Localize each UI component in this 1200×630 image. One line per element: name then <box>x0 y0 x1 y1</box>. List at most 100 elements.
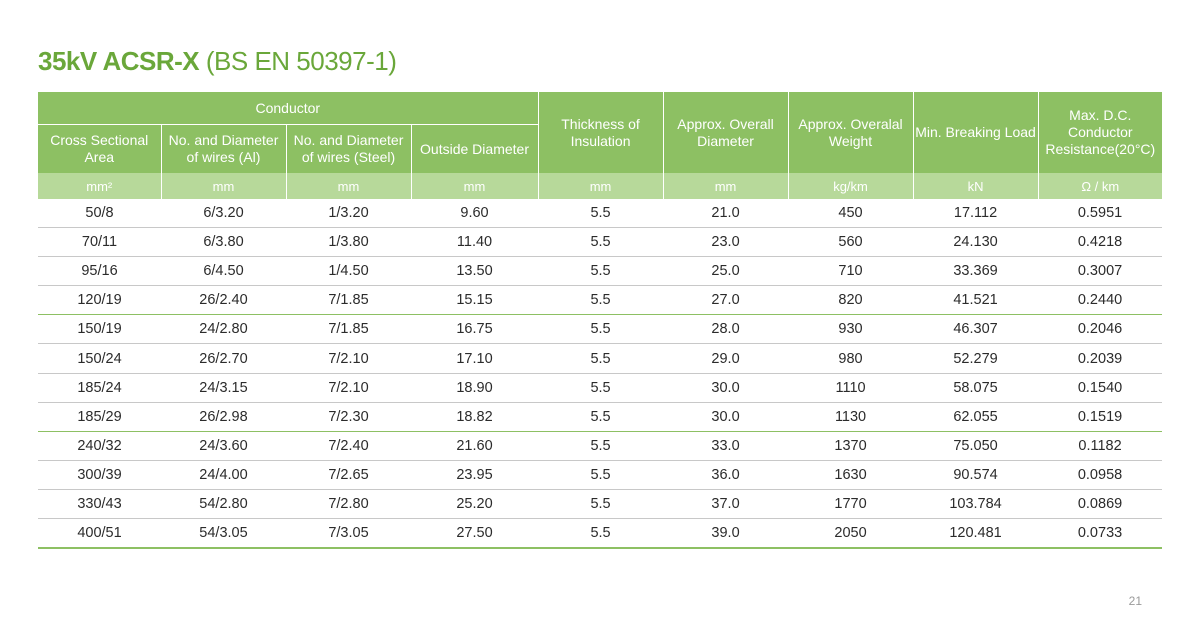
table-cell: 5.5 <box>538 489 664 520</box>
table-cell: 7/2.10 <box>286 373 411 403</box>
table-row: 185/24 24/3.15 7/2.10 18.90 5.5 30.0 1110 58.07… <box>38 373 1163 403</box>
table-cell: 5.5 <box>538 256 664 287</box>
table-cell: 15.15 <box>411 285 539 316</box>
title-standard: (BS EN 50397-1) <box>205 46 397 76</box>
table-cell: 300/39 <box>38 460 161 490</box>
table-row: 50/8 6/3.20 1/3.20 9.60 5.5 21.0 450 17.112 0.59… <box>38 199 1163 229</box>
table-cell: 103.784 <box>913 489 1039 520</box>
table-cell: 7/1.85 <box>286 314 411 345</box>
unit-cell: mm <box>662 173 789 199</box>
table-cell: 23.0 <box>663 227 789 258</box>
table-cell: 24/4.00 <box>161 460 286 490</box>
header-thickness-insulation: Thickness of Insulation <box>537 92 664 173</box>
table-cell: 58.075 <box>913 373 1039 403</box>
header-dc-resistance: Max. D.C. Conductor Resistance(20°C) <box>1037 92 1163 173</box>
table-cell: 29.0 <box>663 343 789 374</box>
table-cell: 52.279 <box>913 343 1039 374</box>
header-overall-weight: Approx. Overalal Weight <box>787 92 914 173</box>
table-row: 240/32 24/3.60 7/2.40 21.60 5.5 33.0 1370 75.05… <box>38 431 1163 461</box>
table-cell: 0.4218 <box>1038 227 1163 258</box>
table-cell: 5.5 <box>538 518 664 550</box>
unit-cell: mm² <box>38 173 161 199</box>
table-cell: 0.1540 <box>1038 373 1163 403</box>
table-cell: 28.0 <box>663 314 789 345</box>
header-breaking-load: Min. Breaking Load <box>912 92 1039 173</box>
table-cell: 27.50 <box>411 518 539 550</box>
table-row: 70/11 6/3.80 1/3.80 11.40 5.5 23.0 560 24.130 0.… <box>38 227 1163 258</box>
table-cell: 1770 <box>788 489 914 520</box>
table-cell: 1370 <box>788 431 914 461</box>
table-cell: 75.050 <box>913 431 1039 461</box>
table-cell: 37.0 <box>663 489 789 520</box>
table-cell: 0.2440 <box>1038 285 1163 316</box>
table-cell: 560 <box>788 227 914 258</box>
unit-cell: mm <box>537 173 664 199</box>
table-cell: 5.5 <box>538 199 664 229</box>
table-cell: 7/2.40 <box>286 431 411 461</box>
table-cell: 150/19 <box>38 314 161 345</box>
table-cell: 1/3.20 <box>286 199 411 229</box>
table-cell: 70/11 <box>38 227 161 258</box>
table-cell: 150/24 <box>38 343 161 374</box>
table-cell: 0.0733 <box>1038 518 1163 550</box>
table-cell: 6/4.50 <box>161 256 286 287</box>
unit-cell: mm <box>410 173 539 199</box>
table-cell: 0.2039 <box>1038 343 1163 374</box>
table-cell: 7/2.65 <box>286 460 411 490</box>
table-cell: 710 <box>788 256 914 287</box>
spec-table: Conductor Thickness of Insulation Approx… <box>38 92 1163 550</box>
table-cell: 11.40 <box>411 227 539 258</box>
table-cell: 1/4.50 <box>286 256 411 287</box>
unit-cell: kg/km <box>787 173 914 199</box>
table-cell: 330/43 <box>38 489 161 520</box>
table-cell: 5.5 <box>538 285 664 316</box>
table-cell: 33.369 <box>913 256 1039 287</box>
table-cell: 24/3.15 <box>161 373 286 403</box>
table-cell: 26/2.98 <box>161 402 286 432</box>
table-cell: 24/3.60 <box>161 431 286 461</box>
table-row: 150/19 24/2.80 7/1.85 16.75 5.5 28.0 930 46.307… <box>38 314 1163 345</box>
table-cell: 400/51 <box>38 518 161 550</box>
table-cell: 21.60 <box>411 431 539 461</box>
table-cell: 36.0 <box>663 460 789 490</box>
table-cell: 30.0 <box>663 402 789 432</box>
table-cell: 7/2.10 <box>286 343 411 374</box>
table-cell: 23.95 <box>411 460 539 490</box>
table-cell: 930 <box>788 314 914 345</box>
table-cell: 95/16 <box>38 256 161 287</box>
table-cell: 0.3007 <box>1038 256 1163 287</box>
table-cell: 54/3.05 <box>161 518 286 550</box>
table-cell: 5.5 <box>538 314 664 345</box>
table-cell: 0.2046 <box>1038 314 1163 345</box>
table-row: 330/43 54/2.80 7/2.80 25.20 5.5 37.0 1770 103.7… <box>38 489 1163 520</box>
table-cell: 27.0 <box>663 285 789 316</box>
table-cell: 240/32 <box>38 431 161 461</box>
table-cell: 450 <box>788 199 914 229</box>
table-row: 120/19 26/2.40 7/1.85 15.15 5.5 27.0 820 41.521… <box>38 285 1163 316</box>
table-cell: 185/29 <box>38 402 161 432</box>
table-cell: 26/2.40 <box>161 285 286 316</box>
table-cell: 7/2.80 <box>286 489 411 520</box>
table-cell: 25.20 <box>411 489 539 520</box>
table-cell: 5.5 <box>538 373 664 403</box>
table-cell: 820 <box>788 285 914 316</box>
table-cell: 18.90 <box>411 373 539 403</box>
table-cell: 18.82 <box>411 402 539 432</box>
table-cell: 90.574 <box>913 460 1039 490</box>
table-cell: 7/3.05 <box>286 518 411 550</box>
table-cell: 185/24 <box>38 373 161 403</box>
page-title: 35kV ACSR-X (BS EN 50397-1) <box>38 46 397 77</box>
table-cell: 54/2.80 <box>161 489 286 520</box>
table-cell: 9.60 <box>411 199 539 229</box>
table-cell: 7/2.30 <box>286 402 411 432</box>
table-cell: 5.5 <box>538 460 664 490</box>
table-cell: 62.055 <box>913 402 1039 432</box>
table-cell: 120/19 <box>38 285 161 316</box>
table-row: 150/24 26/2.70 7/2.10 17.10 5.5 29.0 980 52.279… <box>38 343 1163 374</box>
table-cell: 7/1.85 <box>286 285 411 316</box>
table-cell: 1630 <box>788 460 914 490</box>
table-cell: 0.0958 <box>1038 460 1163 490</box>
table-cell: 2050 <box>788 518 914 550</box>
table-cell: 46.307 <box>913 314 1039 345</box>
table-row: 95/16 6/4.50 1/4.50 13.50 5.5 25.0 710 33.369 0.… <box>38 256 1163 287</box>
